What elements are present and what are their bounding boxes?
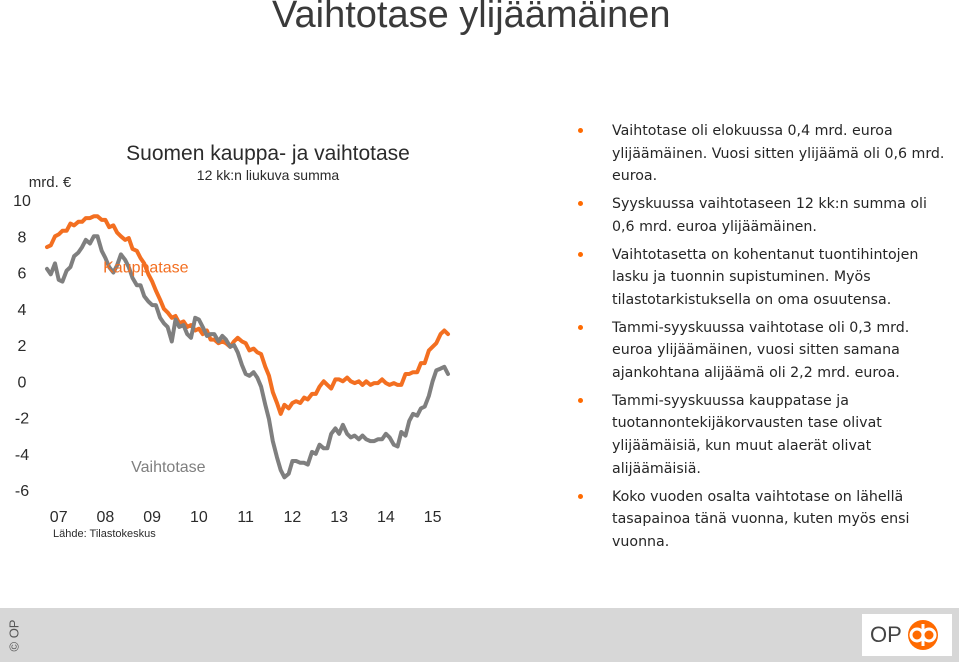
x-tick-label: 07 [50,509,68,526]
x-tick-label: 08 [97,509,115,526]
bullet-dot [578,251,583,257]
y-tick-label: 8 [18,229,27,246]
x-tick-label: 10 [190,509,208,526]
logo-text: OP [870,622,902,647]
y-tick-label: -4 [15,447,29,464]
x-tick-label: 14 [377,509,395,526]
bullet-dot [578,324,583,330]
series-label-kauppatase: Kauppatase [103,260,189,277]
op-emblem-icon [908,620,938,650]
series-line-kauppatase [45,214,450,416]
bullet-text: Koko vuoden osalta vaihtotase on lähellä… [612,488,910,550]
bullet-dot [578,201,583,207]
series-lines [45,214,450,480]
bullet-text: Tammi-syyskuussa vaihtotase oli 0,3 mrd.… [612,319,910,382]
y-axis-unit-label: mrd. € [29,174,72,191]
copyright-notice: © OP [0,608,28,662]
bullet-dot [578,397,583,403]
slide-title: Vaihtotase ylijäämäinen [272,0,671,36]
bullet-item: Tammi-syyskuussa kauppatase ja tuotannon… [578,390,948,481]
chart-title: Suomen kauppa- ja vaihtotase [126,142,410,165]
x-tick-label: 11 [237,509,254,526]
y-axis-ticks: 10 8 6 4 2 0 -2 -4 -6 [13,193,31,500]
bullet-text: Vaihtotasetta on kohentanut tuontihintoj… [612,246,919,308]
footer-bar [0,608,959,662]
series-labels: Kauppatase Vaihtotase [103,260,206,476]
op-logo: OP [862,614,952,656]
x-tick-label: 15 [424,509,442,526]
chart-subtitle: 12 kk:n liukuva summa [197,167,340,183]
bullet-item: Vaihtotasetta on kohentanut tuontihintoj… [578,244,948,312]
chart-source: Lähde: Tilastokeskus [53,528,156,540]
bullet-dot [578,128,583,133]
bullet-dot [578,493,583,499]
y-tick-label: -2 [15,411,29,428]
bullet-item: Syyskuussa vaihtotaseen 12 kk:n summa ol… [578,193,948,238]
bullet-text: Tammi-syyskuussa kauppatase ja tuotannon… [612,392,882,477]
x-tick-label: 09 [143,509,161,526]
series-label-vaihtotase: Vaihtotase [131,459,206,476]
bullet-item: Vaihtotase oli elokuussa 0,4 mrd. euroa … [578,120,948,188]
x-tick-label: 12 [283,509,301,526]
y-tick-label: 6 [18,266,27,283]
bullet-text: Vaihtotase oli elokuussa 0,4 mrd. euroa … [612,123,945,185]
y-tick-label: 0 [18,374,27,391]
bullet-item: Tammi-syyskuussa vaihtotase oli 0,3 mrd.… [578,317,948,385]
trade-balance-chart: Suomen kauppa- ja vaihtotase 12 kk:n liu… [13,142,450,540]
copyright-text: © OP [6,619,22,651]
x-axis-ticks: 07 08 09 10 11 12 13 14 15 [50,509,442,526]
y-tick-label: -6 [15,483,29,500]
y-tick-label: 4 [18,302,27,319]
series-line-vaihtotase [45,234,450,480]
y-tick-label: 10 [13,193,31,210]
bullet-item: Koko vuoden osalta vaihtotase on lähellä… [578,486,948,554]
bullet-text: Syyskuussa vaihtotaseen 12 kk:n summa ol… [612,196,927,235]
x-tick-label: 13 [330,509,348,526]
bullet-list: Vaihtotase oli elokuussa 0,4 mrd. euroa … [578,120,948,559]
y-tick-label: 2 [18,338,27,355]
